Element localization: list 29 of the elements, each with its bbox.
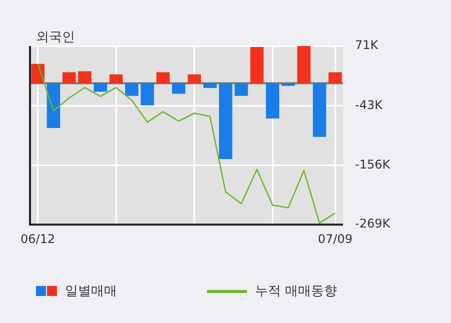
bar [125, 83, 138, 96]
bar [203, 83, 217, 88]
bar [172, 83, 186, 94]
bar [188, 74, 201, 84]
bar [328, 72, 342, 84]
bar [78, 71, 92, 84]
bar [250, 47, 264, 84]
bar [31, 64, 44, 84]
bar [62, 72, 76, 84]
legend-label: 일별매매 [65, 283, 117, 300]
bar [266, 83, 280, 118]
y-tick-label: -156K [355, 157, 392, 172]
y-tick-label: -269K [355, 216, 392, 231]
y-tick-label: 71K [355, 38, 380, 52]
bar [282, 83, 295, 86]
chart-title: 외국인 [36, 29, 75, 46]
legend-label: 누적 매매동향 [255, 283, 338, 300]
bar [312, 83, 326, 137]
x-tick-label: 07/09 [318, 232, 352, 246]
bar [156, 72, 170, 84]
bar [46, 83, 60, 128]
bar [94, 83, 108, 92]
x-tick-label: 06/12 [20, 232, 56, 246]
bar [140, 83, 154, 106]
bar [234, 83, 248, 96]
bar [218, 83, 232, 159]
bar [297, 46, 311, 84]
y-tick-label: -43K [355, 98, 384, 112]
bar [109, 74, 123, 84]
